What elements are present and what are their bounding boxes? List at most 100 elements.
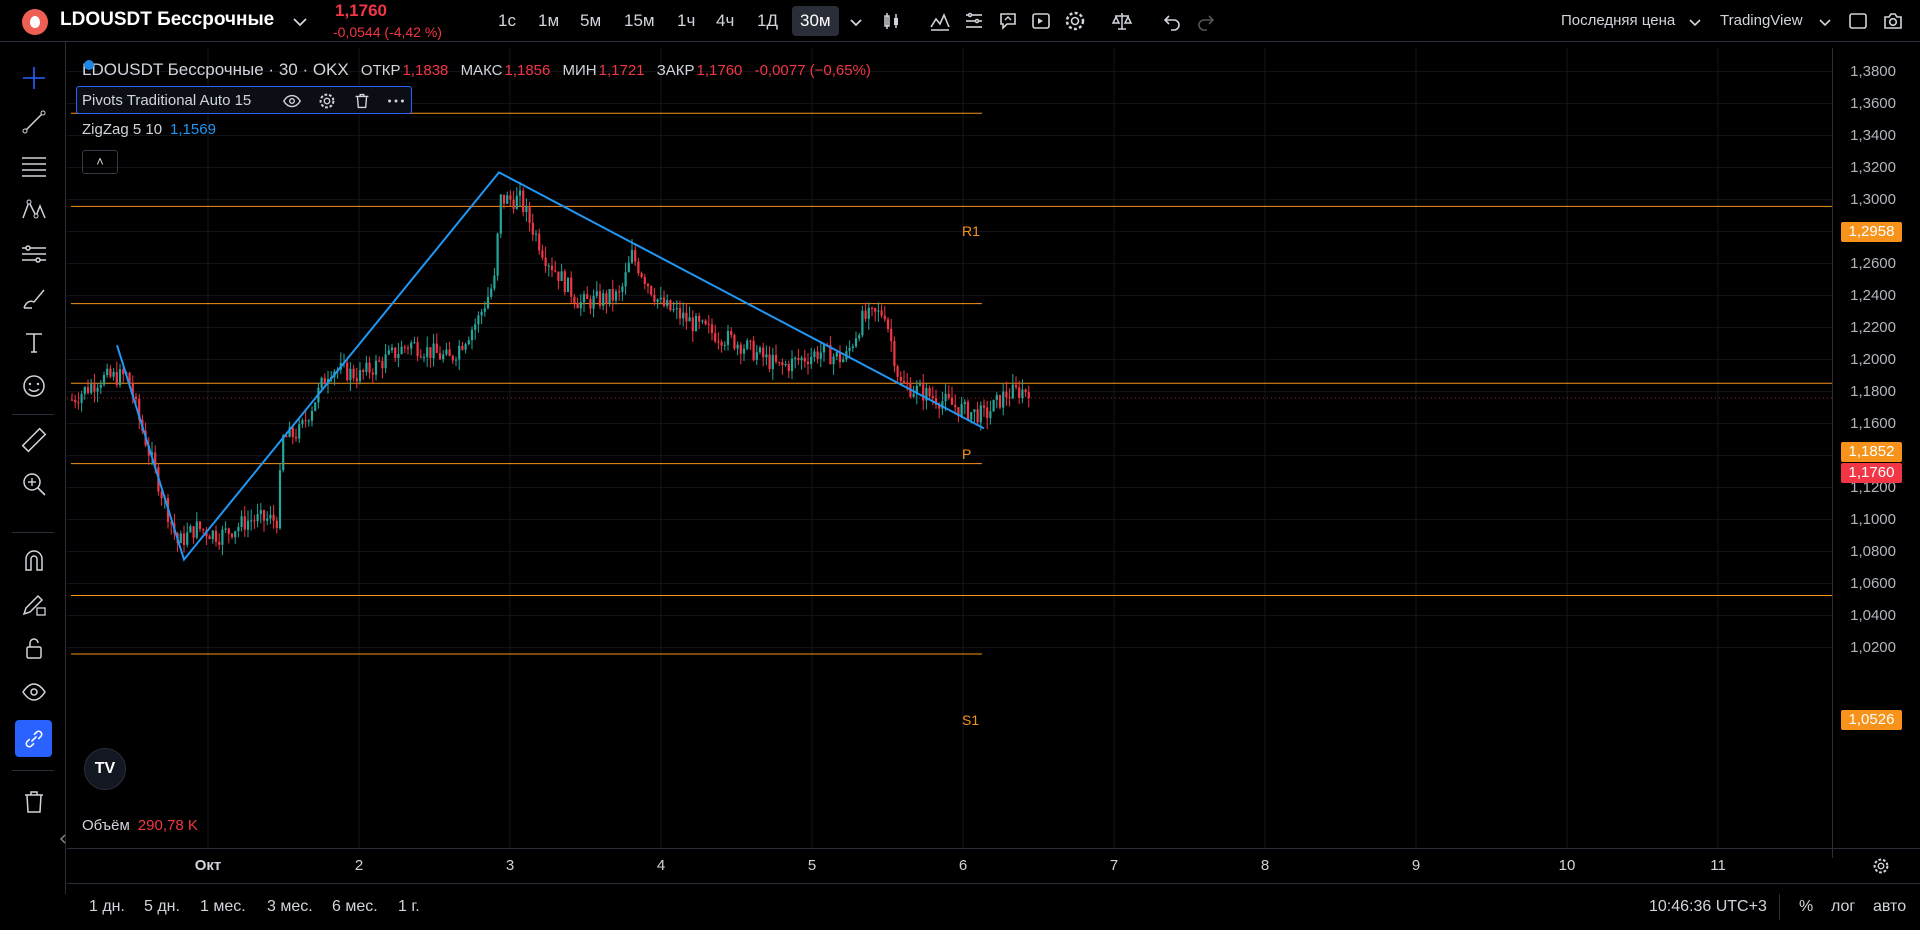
gear-icon[interactable] [1063,9,1087,33]
lock-all-tool[interactable] [18,632,50,664]
candles-icon[interactable] [880,9,904,33]
range-6m[interactable]: 6 мес. [332,898,378,915]
interval-5m[interactable]: 5м [580,11,602,30]
time-scale[interactable]: Окт 2 3 4 5 6 7 8 9 10 11 [67,848,1920,882]
range-1m[interactable]: 1 мес. [200,898,246,915]
interval-1m[interactable]: 1м [538,11,560,30]
range-1d[interactable]: 1 дн. [89,898,125,915]
candle-body [662,297,666,306]
range-3m[interactable]: 3 мес. [267,898,313,915]
collapse-legend-button[interactable]: ˄ [82,150,118,174]
fib-tool[interactable] [18,150,50,182]
candle-body [858,335,861,339]
brand-menu[interactable]: TradingView [1720,12,1803,29]
candle-body [1018,387,1021,398]
remove-drawings-tool[interactable] [18,786,50,818]
volume-indicator[interactable]: Объём 290,78 K [82,817,198,834]
trash-icon[interactable] [351,90,373,112]
price-tick-label: 1,0600 [1850,574,1896,592]
candle-body [310,410,314,421]
candle-body [963,401,966,405]
candle-body [717,341,720,343]
range-1y[interactable]: 1 г. [398,898,420,915]
candle-body [797,357,800,361]
text-tool[interactable] [18,326,50,358]
trendline-tool[interactable] [18,106,50,138]
divider [1779,894,1780,920]
ruler-tool[interactable] [18,424,50,456]
undo-icon[interactable] [1160,9,1184,33]
legend-symbol[interactable]: LDOUSDT Бессрочные · 30 · OKX [82,60,349,79]
clock[interactable]: 10:46:36 UTC+3 [1649,898,1767,915]
candle-body [992,399,995,412]
candle-body [573,296,576,304]
symbol-search-button[interactable]: LDOUSDT Бессрочные [60,9,275,30]
interval-15m[interactable]: 15м [624,11,655,30]
chevron-down-icon[interactable] [1683,10,1707,34]
lock-drawing-tool[interactable] [18,588,50,620]
fullscreen-icon[interactable] [1846,9,1870,33]
range-5d[interactable]: 5 дн. [144,898,180,915]
camera-icon[interactable] [1881,9,1905,33]
gear-icon[interactable] [316,90,338,112]
chevron-down-icon[interactable] [288,10,312,34]
candle-body [890,328,893,342]
candle-body [285,435,288,438]
interval-30m[interactable]: 30м [792,6,839,36]
magnet-tool[interactable] [18,544,50,576]
indicators-icon[interactable] [928,9,952,33]
candle-body [525,206,528,212]
candle-body [394,347,397,358]
candle-body [563,271,566,293]
candle-body [989,411,992,419]
symbol-logo-icon[interactable] [22,9,48,35]
interval-4h[interactable]: 4ч [716,11,735,30]
brush-tool[interactable] [18,282,50,314]
pattern-icon [22,199,46,219]
replay-icon[interactable] [1029,9,1053,33]
candle-body [182,533,186,545]
prediction-tool[interactable] [18,238,50,270]
pencil-lock-icon [22,594,46,616]
candle-body [598,291,602,306]
interval-1s[interactable]: 1с [498,11,516,30]
percent-toggle[interactable]: % [1799,898,1814,915]
hide-tool[interactable] [18,676,50,708]
price-source-select[interactable]: Последняя цена [1561,12,1676,29]
pattern-tool[interactable] [18,194,50,226]
crosshair-tool[interactable] [18,62,50,94]
interval-1d[interactable]: 1Д [757,11,778,30]
alert-icon[interactable] [996,9,1020,33]
interval-1h[interactable]: 1ч [677,11,696,30]
auto-toggle[interactable]: авто [1873,898,1907,915]
zigzag-indicator[interactable]: ZigZag 5 10 1,1569 [82,121,216,138]
candle-body [493,275,496,289]
log-toggle[interactable]: лог [1831,898,1856,915]
high-label: МАКС [460,62,503,79]
redo-icon[interactable] [1194,9,1218,33]
sync-drawings-tool[interactable] [15,720,52,757]
candle-body [118,369,122,385]
candle-body [874,308,877,312]
fib-retracement-icon [22,157,46,177]
compare-scale-icon[interactable] [1110,9,1134,33]
candle-body [230,533,234,538]
pivots-indicator[interactable]: Pivots Traditional Auto 15 [76,86,412,114]
chevron-down-icon[interactable] [1813,10,1837,34]
candle-body [470,329,474,341]
more-icon[interactable] [385,90,407,112]
candle-body [870,307,874,309]
zoom-tool[interactable] [18,468,50,500]
price-chart[interactable] [67,48,1832,848]
layouts-icon[interactable] [962,9,986,33]
price-tick-label: 1,2000 [1850,350,1896,368]
gear-icon[interactable] [1870,855,1892,877]
candle-body [893,341,896,367]
candle-body [995,394,998,400]
chevron-down-icon[interactable] [844,10,868,34]
emoji-tool[interactable] [18,370,50,402]
candle-body [950,397,954,405]
tradingview-logo[interactable]: TV [84,748,126,790]
eye-icon[interactable] [281,90,303,112]
chevron-left-icon[interactable] [58,832,68,846]
